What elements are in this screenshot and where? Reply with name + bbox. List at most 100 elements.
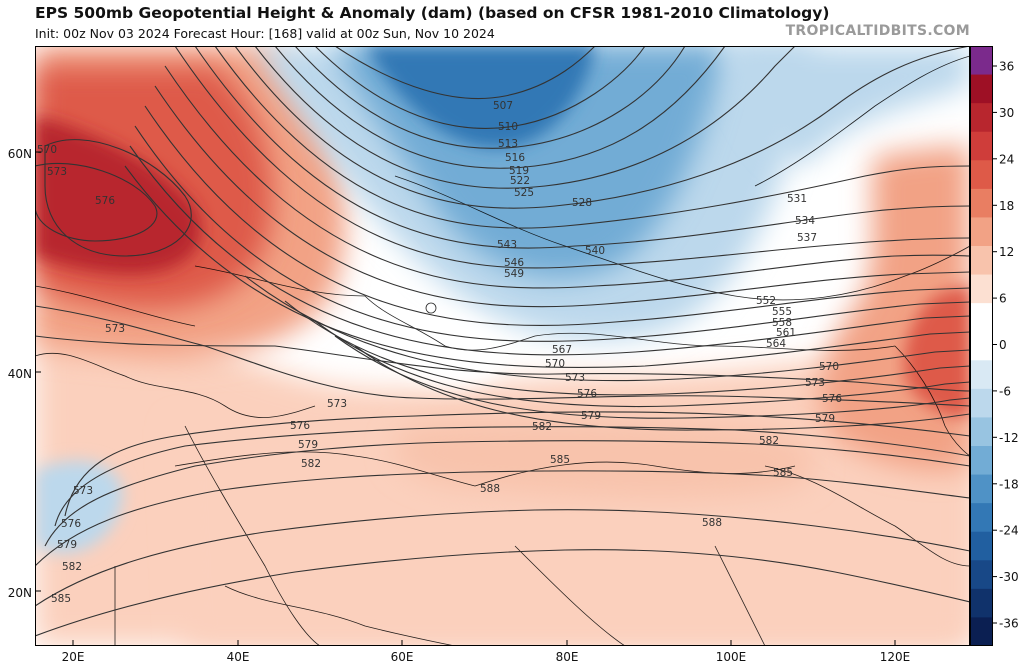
contour-label: 573 bbox=[327, 398, 347, 410]
colorbar-tick-label: 36 bbox=[999, 60, 1014, 74]
lat-label-20n: 20N bbox=[8, 586, 32, 600]
colorbar-tick-label: 30 bbox=[999, 106, 1014, 120]
colorbar-tick-label: 24 bbox=[999, 152, 1014, 166]
colorbar-tick-label: 12 bbox=[999, 245, 1014, 259]
contour-label: 567 bbox=[552, 344, 572, 356]
lon-axis: 20E 40E 60E 80E 100E 120E bbox=[62, 650, 911, 664]
contour-label: 576 bbox=[822, 393, 842, 405]
colorbar-tick-label: 18 bbox=[999, 199, 1014, 213]
contour-label: 582 bbox=[759, 435, 779, 447]
colorbar-tick-label: -36 bbox=[999, 617, 1019, 631]
colorbar-swatch bbox=[970, 274, 993, 304]
colorbar-swatch bbox=[970, 588, 993, 619]
contour-label: 564 bbox=[766, 338, 786, 350]
colorbar: 36 30 24 18 12 6 0 -6 -12 -18 -24 -30 -36 bbox=[970, 46, 1019, 646]
contour-label: 576 bbox=[95, 195, 115, 207]
colorbar-swatches bbox=[970, 46, 993, 646]
header: EPS 500mb Geopotential Height & Anomaly … bbox=[0, 0, 1024, 46]
contour-label: 525 bbox=[514, 187, 534, 199]
contour-label: 573 bbox=[73, 485, 93, 497]
lon-label-40e: 40E bbox=[227, 650, 250, 664]
colorbar-swatch bbox=[970, 246, 993, 276]
lon-label-80e: 80E bbox=[556, 650, 579, 664]
contour-label: 576 bbox=[577, 388, 597, 400]
colorbar-swatch bbox=[970, 46, 993, 76]
contour-label: 519 bbox=[509, 165, 529, 177]
contour-label: 573 bbox=[565, 372, 585, 384]
contour-label: 570 bbox=[545, 358, 565, 370]
contour-label: 585 bbox=[550, 454, 570, 466]
contour-label: 549 bbox=[504, 268, 524, 280]
contour-label: 570 bbox=[819, 361, 839, 373]
contour-label: 531 bbox=[787, 193, 807, 205]
contour-label: 588 bbox=[480, 483, 500, 495]
contour-label: 579 bbox=[57, 539, 77, 551]
colorbar-tick-label: 0 bbox=[999, 338, 1007, 352]
contour-label: 513 bbox=[498, 138, 518, 150]
colorbar-swatch bbox=[970, 331, 993, 361]
lon-label-100e: 100E bbox=[716, 650, 747, 664]
contour-label: 582 bbox=[301, 458, 321, 470]
contour-label: 588 bbox=[702, 517, 722, 529]
colorbar-swatch bbox=[970, 560, 993, 590]
lon-label-60e: 60E bbox=[391, 650, 414, 664]
colorbar-swatch bbox=[970, 417, 993, 447]
contour-label: 558 bbox=[772, 317, 792, 329]
contour-label: 573 bbox=[805, 377, 825, 389]
contour-label: 516 bbox=[505, 152, 525, 164]
contour-label: 507 bbox=[493, 100, 513, 112]
colorbar-swatch bbox=[970, 474, 993, 504]
chart-title: EPS 500mb Geopotential Height & Anomaly … bbox=[35, 4, 830, 22]
colorbar-swatch bbox=[970, 217, 993, 247]
contour-label: 522 bbox=[510, 175, 530, 187]
lat-label-40n: 40N bbox=[8, 367, 32, 381]
colorbar-tick-label: -30 bbox=[999, 570, 1019, 584]
contour-label: 585 bbox=[51, 593, 71, 605]
colorbar-swatch bbox=[970, 74, 993, 104]
colorbar-swatch bbox=[970, 360, 993, 390]
map-panel: 507 510 513 516 519 522 525 528 531 534 … bbox=[35, 46, 970, 646]
chart-subtitle: Init: 00z Nov 03 2024 Forecast Hour: [16… bbox=[35, 26, 495, 41]
colorbar-swatch bbox=[970, 131, 993, 161]
contour-label: 582 bbox=[62, 561, 82, 573]
colorbar-swatch bbox=[970, 531, 993, 561]
colorbar-swatch bbox=[970, 617, 993, 646]
contour-label: 579 bbox=[581, 410, 601, 422]
contour-label: 543 bbox=[497, 239, 517, 251]
contour-label: 561 bbox=[776, 327, 796, 339]
contour-label: 576 bbox=[290, 420, 310, 432]
lon-label-120e: 120E bbox=[880, 650, 911, 664]
contour-label: 585 bbox=[773, 467, 793, 479]
site-credit: TROPICALTIDBITS.COM bbox=[785, 23, 970, 39]
colorbar-ticks: 36 30 24 18 12 6 0 -6 -12 -18 -24 -30 -36 bbox=[993, 60, 1019, 631]
colorbar-swatch bbox=[970, 503, 993, 533]
colorbar-tick-label: -18 bbox=[999, 477, 1019, 491]
map-frame bbox=[35, 46, 970, 646]
colorbar-tick-label: -12 bbox=[999, 431, 1019, 445]
contour-label: 570 bbox=[37, 144, 57, 156]
colorbar-swatch bbox=[970, 303, 993, 333]
contour-label: 537 bbox=[797, 232, 817, 244]
colorbar-swatch bbox=[970, 103, 993, 133]
contour-label: 546 bbox=[504, 257, 524, 269]
lon-label-20e: 20E bbox=[62, 650, 85, 664]
lat-axis: 60N 40N 20N bbox=[8, 147, 32, 600]
colorbar-swatch bbox=[970, 388, 993, 419]
colorbar-swatch bbox=[970, 188, 993, 219]
contour-label: 576 bbox=[61, 518, 81, 530]
contour-label: 582 bbox=[532, 421, 552, 433]
colorbar-tick-label: 6 bbox=[999, 292, 1007, 306]
colorbar-tick-label: -24 bbox=[999, 524, 1019, 538]
contour-label: 555 bbox=[772, 306, 792, 318]
contour-label: 573 bbox=[47, 166, 67, 178]
contour-label: 534 bbox=[795, 215, 815, 227]
contour-label: 552 bbox=[756, 295, 776, 307]
colorbar-frame bbox=[970, 46, 993, 646]
contour-label: 540 bbox=[585, 245, 605, 257]
colorbar-swatch bbox=[970, 160, 993, 190]
contour-label: 510 bbox=[498, 121, 518, 133]
contour-label: 579 bbox=[815, 413, 835, 425]
colorbar-swatch bbox=[970, 446, 993, 476]
height-contours bbox=[35, 46, 970, 637]
lat-label-60n: 60N bbox=[8, 147, 32, 161]
